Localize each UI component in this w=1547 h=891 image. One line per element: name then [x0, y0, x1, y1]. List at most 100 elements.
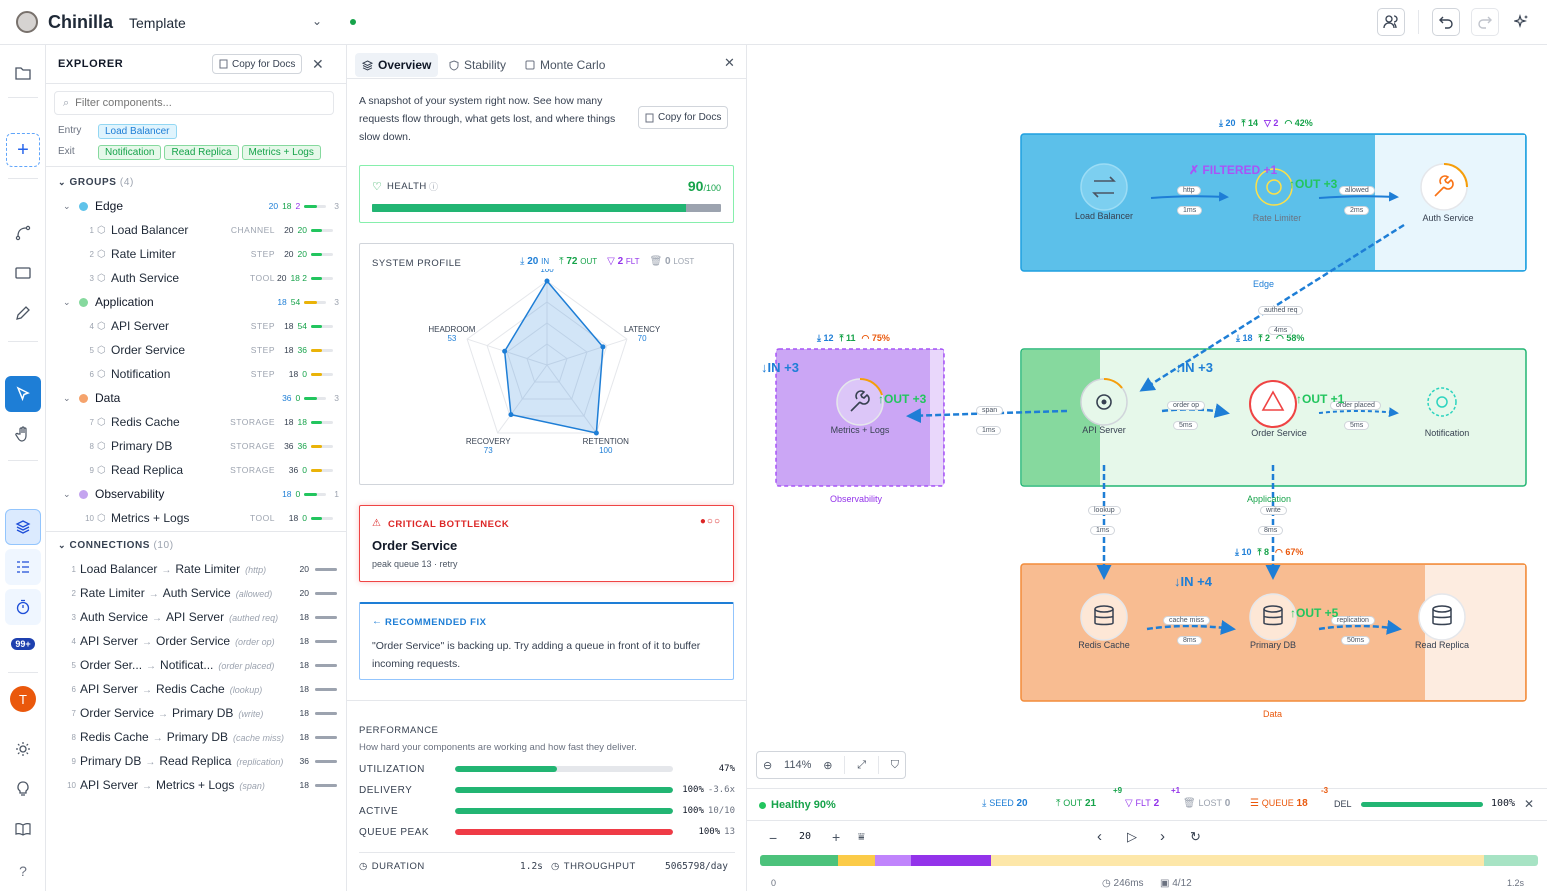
- component-row[interactable]: 2 ⬡ Rate Limiter STEP 20 20: [46, 242, 346, 266]
- step-forward-button[interactable]: ›: [1160, 828, 1165, 845]
- connection-row[interactable]: 4 API Server → Order Service (order op) 18: [46, 629, 346, 653]
- group-row[interactable]: ⌄ Application 18 54 3: [46, 290, 346, 314]
- component-row[interactable]: 9 ⬡ Read Replica STORAGE 36 0: [46, 458, 346, 482]
- edge-allowed-latency: 2ms: [1344, 206, 1370, 215]
- component-row[interactable]: 4 ⬡ API Server STEP 18 54: [46, 314, 346, 338]
- group-row[interactable]: ⌄ Observability 18 0 1: [46, 482, 346, 506]
- group-bar: [304, 300, 327, 304]
- tips-button[interactable]: [9, 775, 37, 803]
- connection-row[interactable]: 9 Primary DB → Read Replica (replication) 36: [46, 749, 346, 773]
- edge-replication[interactable]: [1318, 619, 1402, 635]
- component-row[interactable]: 5 ⬡ Order Service STEP 18 36: [46, 338, 346, 362]
- group-row[interactable]: ⌄ Data 36 0 3: [46, 386, 346, 410]
- entry-chip[interactable]: Load Balancer: [98, 124, 177, 139]
- connection-row[interactable]: 7 Order Service → Primary DB (write) 18: [46, 701, 346, 725]
- timer-panel-button[interactable]: [5, 589, 41, 625]
- theme-toggle-button[interactable]: [9, 735, 37, 763]
- step-decrement-button[interactable]: −: [769, 830, 778, 846]
- exit-chip[interactable]: Metrics + Logs: [241, 145, 321, 160]
- connection-bar-fill: [315, 663, 337, 667]
- filter-button[interactable]: ⛉: [890, 758, 900, 771]
- redo-button[interactable]: [1471, 8, 1499, 36]
- select-tool-button[interactable]: [5, 376, 41, 412]
- component-row[interactable]: 10 ⬡ Metrics + Logs TOOL 18 0: [46, 506, 346, 530]
- docs-button[interactable]: [9, 815, 37, 843]
- tab-overview[interactable]: Overview: [355, 53, 439, 77]
- component-row[interactable]: 6 ⬡ Notification STEP 18 0: [46, 362, 346, 386]
- radar-point: [502, 348, 508, 354]
- zoom-in-button[interactable]: ⊕: [823, 759, 833, 772]
- radar-label: RECOVERY: [466, 437, 511, 446]
- node-order-service[interactable]: [1249, 380, 1297, 428]
- node-notification[interactable]: [1427, 387, 1457, 417]
- play-button[interactable]: ▷: [1127, 829, 1137, 844]
- undo-button[interactable]: [1432, 8, 1460, 36]
- project-name[interactable]: Template: [129, 15, 186, 31]
- rectangle-tool-button[interactable]: [9, 259, 37, 287]
- outline-panel-button[interactable]: [5, 549, 41, 585]
- timeline[interactable]: [760, 855, 1538, 866]
- group-bar-fill: [304, 396, 318, 400]
- zoom-out-button[interactable]: ⊖: [762, 759, 773, 772]
- step-back-button[interactable]: ‹: [1097, 828, 1102, 845]
- arrow-right-icon: →: [142, 781, 153, 792]
- notifications-button[interactable]: 99+: [9, 631, 37, 657]
- sliders-button[interactable]: ⩸: [858, 831, 865, 843]
- pan-tool-button[interactable]: [9, 420, 37, 448]
- tab-stability[interactable]: Stability: [442, 53, 513, 77]
- edge-write-label: write: [1260, 506, 1287, 515]
- pen-tool-button[interactable]: [9, 299, 37, 327]
- tab-monte-carlo[interactable]: Monte Carlo: [518, 53, 612, 77]
- groups-header[interactable]: ⌄ GROUPS (4): [58, 177, 134, 188]
- edge-order-op[interactable]: [1161, 403, 1230, 419]
- connection-row[interactable]: 6 API Server → Redis Cache (lookup) 18: [46, 677, 346, 701]
- node-rate-limiter[interactable]: [1255, 168, 1293, 206]
- bottleneck-card[interactable]: ⚠ CRITICAL BOTTLENECK ●○○ Order Service …: [359, 505, 734, 582]
- component-row[interactable]: 8 ⬡ Primary DB STORAGE 36 36: [46, 434, 346, 458]
- collaborators-button[interactable]: [1377, 8, 1405, 36]
- connection-row[interactable]: 10 API Server → Metrics + Logs (span) 18: [46, 773, 346, 797]
- fit-view-button[interactable]: ⤢: [857, 758, 867, 771]
- connection-row[interactable]: 2 Rate Limiter → Auth Service (allowed) 20: [46, 581, 346, 605]
- exit-chip[interactable]: Notification: [98, 145, 162, 160]
- edge-allowed[interactable]: [1318, 191, 1399, 202]
- close-sim-bar-button[interactable]: ✕: [1524, 797, 1535, 811]
- performance-row: ACTIVE 100% 10/10: [359, 802, 735, 820]
- float-data-out: ↑OUT +5: [1290, 606, 1339, 620]
- filter-input[interactable]: [75, 97, 316, 109]
- edge-http[interactable]: [1150, 191, 1229, 202]
- component-row[interactable]: 3 ⬡ Auth Service TOOL 20 18 2: [46, 266, 346, 290]
- step-increment-button[interactable]: +: [832, 829, 841, 845]
- connections-header[interactable]: ⌄ CONNECTIONS (10): [58, 540, 174, 551]
- chevron-down-icon[interactable]: ⌄: [312, 14, 323, 28]
- close-explorer-button[interactable]: ✕: [312, 56, 324, 72]
- close-panel-button[interactable]: ✕: [724, 55, 735, 70]
- health-value: 90: [687, 178, 704, 194]
- connector-tool-button[interactable]: [9, 219, 37, 247]
- connection-row[interactable]: 8 Redis Cache → Primary DB (cache miss) 18: [46, 725, 346, 749]
- copy-for-docs-button[interactable]: Copy for Docs: [212, 54, 303, 74]
- help-button[interactable]: ?: [9, 857, 37, 885]
- diagram-canvas[interactable]: Load Balancer Rate Limiter Auth Service …: [747, 45, 1547, 788]
- edge-order-placed[interactable]: [1318, 407, 1399, 418]
- arrow-right-icon: →: [142, 685, 153, 696]
- exit-chip[interactable]: Read Replica: [164, 145, 239, 160]
- ai-sparkle-button[interactable]: [1510, 8, 1534, 36]
- node-primary-db-label: Primary DB: [1249, 640, 1296, 650]
- component-row[interactable]: 1 ⬡ Load Balancer CHANNEL 20 20: [46, 218, 346, 242]
- component-row[interactable]: 7 ⬡ Redis Cache STORAGE 18 18: [46, 410, 346, 434]
- lost-label: LOST: [1198, 798, 1222, 808]
- add-component-button[interactable]: +: [6, 133, 40, 167]
- copy-for-docs-button[interactable]: Copy for Docs: [638, 106, 729, 129]
- node-load-balancer[interactable]: [1080, 163, 1128, 211]
- reset-button[interactable]: ↻: [1190, 829, 1201, 844]
- folder-button[interactable]: [9, 59, 37, 87]
- connection-row[interactable]: 1 Load Balancer → Rate Limiter (http) 20: [46, 557, 346, 581]
- step-value[interactable]: 20: [799, 831, 812, 842]
- group-row[interactable]: ⌄ Edge 20 18 2 3: [46, 194, 346, 218]
- connection-row[interactable]: 3 Auth Service → API Server (authed req) 18: [46, 605, 346, 629]
- layers-panel-button[interactable]: [5, 509, 41, 545]
- avatar[interactable]: T: [10, 686, 36, 712]
- connection-row[interactable]: 5 Order Ser... → Notificat... (order placed)…: [46, 653, 346, 677]
- edge-cache-miss[interactable]: [1146, 620, 1236, 635]
